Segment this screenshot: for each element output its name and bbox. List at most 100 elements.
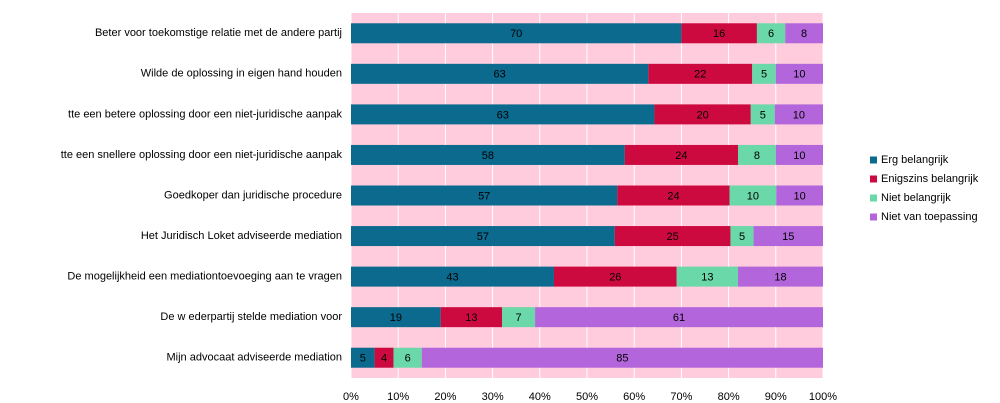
data-label: 57 xyxy=(478,190,490,202)
data-label: 20 xyxy=(696,109,708,121)
bar-segment xyxy=(351,307,441,328)
data-label: 15 xyxy=(782,231,794,243)
bar-segment xyxy=(730,226,754,247)
data-label: 6 xyxy=(405,353,411,365)
data-label: 57 xyxy=(477,231,489,243)
data-label: 7 xyxy=(515,312,521,324)
bar-segment xyxy=(654,104,751,125)
y-tick-label: Goedkoper dan juridische procedure xyxy=(164,189,342,201)
legend-swatch xyxy=(870,175,877,183)
y-tick-label: tte een snellere oplossing door een niet… xyxy=(61,149,343,161)
data-label: 5 xyxy=(360,353,366,365)
y-tick-label: De mogelijkheid een mediationtoevoeging … xyxy=(67,271,342,283)
bar-segment xyxy=(752,63,776,84)
data-label: 5 xyxy=(761,69,767,81)
bar-segment xyxy=(374,347,394,368)
bar-segment xyxy=(676,266,739,287)
data-label: 13 xyxy=(465,312,477,324)
bar-segment xyxy=(351,266,554,287)
x-tick-label: 10% xyxy=(387,391,409,403)
data-label: 22 xyxy=(694,69,706,81)
data-label: 18 xyxy=(774,272,786,284)
x-tick-label: 30% xyxy=(482,391,504,403)
bar-segment xyxy=(753,226,823,247)
bar-segment xyxy=(624,144,739,165)
bar-segment xyxy=(351,23,682,44)
data-label: 6 xyxy=(768,28,774,40)
data-label: 26 xyxy=(609,272,621,284)
bar-segment xyxy=(756,23,786,44)
legend-label: Erg belangrijk xyxy=(881,154,949,166)
data-label: 5 xyxy=(760,109,766,121)
bar-segment xyxy=(750,104,775,125)
data-label: 63 xyxy=(497,109,509,121)
bar-segment xyxy=(785,23,823,44)
legend-swatch xyxy=(870,156,877,164)
y-tick-label: De w ederpartij stelde mediation voor xyxy=(160,311,342,323)
bar-segment xyxy=(775,144,823,165)
legend-label: Niet belangrijk xyxy=(881,192,951,204)
bar-segment xyxy=(553,266,677,287)
y-tick-label: Beter voor toekomstige relatie met de an… xyxy=(95,27,342,39)
data-label: 4 xyxy=(381,353,387,365)
x-tick-label: 0% xyxy=(343,391,359,403)
data-label: 24 xyxy=(667,190,679,202)
bar-segment xyxy=(775,63,823,84)
bar-segment xyxy=(440,307,503,328)
x-tick-label: 40% xyxy=(529,391,551,403)
bar-segment xyxy=(614,226,731,247)
bar-segment xyxy=(421,347,823,368)
bar-segment xyxy=(738,144,776,165)
bar-segment xyxy=(681,23,757,44)
bar-segment xyxy=(774,104,823,125)
data-label: 85 xyxy=(616,353,628,365)
bar-segment xyxy=(502,307,536,328)
bar-segment xyxy=(351,63,649,84)
x-tick-label: 50% xyxy=(576,391,598,403)
x-tick-label: 80% xyxy=(718,391,740,403)
data-label: 24 xyxy=(675,150,687,162)
data-label: 58 xyxy=(482,150,494,162)
bar-segment xyxy=(393,347,422,368)
x-tick-label: 20% xyxy=(434,391,456,403)
data-label: 8 xyxy=(801,28,807,40)
bar-segment xyxy=(535,307,823,328)
legend-label: Niet van toepassing xyxy=(881,211,978,223)
data-label: 43 xyxy=(446,272,458,284)
data-label: 10 xyxy=(747,190,759,202)
data-label: 16 xyxy=(713,28,725,40)
data-label: 61 xyxy=(673,312,685,324)
bar-segment xyxy=(648,63,753,84)
x-tick-label: 60% xyxy=(623,391,645,403)
bar-segment xyxy=(351,104,655,125)
y-tick-label: Wilde de oplossing in eigen hand houden xyxy=(141,68,342,80)
data-label: 10 xyxy=(793,109,805,121)
bar-segment xyxy=(738,266,823,287)
bar-segment xyxy=(776,185,823,206)
y-tick-label: tte een betere oplossing door een niet-j… xyxy=(68,108,342,120)
x-tick-label: 70% xyxy=(670,391,692,403)
data-label: 10 xyxy=(794,190,806,202)
y-tick-label: Mijn advocaat adviseerde mediation xyxy=(167,352,343,364)
data-label: 13 xyxy=(701,272,713,284)
bar-segment xyxy=(351,226,615,247)
x-tick-label: 90% xyxy=(765,391,787,403)
data-label: 25 xyxy=(666,231,678,243)
data-label: 10 xyxy=(793,150,805,162)
legend-swatch xyxy=(870,194,877,202)
bar-segment xyxy=(729,185,777,206)
bar-segment xyxy=(351,185,618,206)
bar-segment xyxy=(617,185,730,206)
bar-segment xyxy=(351,347,375,368)
bar-segment xyxy=(351,144,625,165)
x-tick-label: 100% xyxy=(809,391,837,403)
data-label: 10 xyxy=(793,69,805,81)
legend-swatch xyxy=(870,213,877,221)
legend-label: Enigszins belangrijk xyxy=(881,173,979,185)
data-label: 8 xyxy=(754,150,760,162)
data-label: 63 xyxy=(494,69,506,81)
data-label: 19 xyxy=(390,312,402,324)
y-tick-label: Het Juridisch Loket adviseerde mediation xyxy=(141,230,342,242)
data-label: 70 xyxy=(510,28,522,40)
